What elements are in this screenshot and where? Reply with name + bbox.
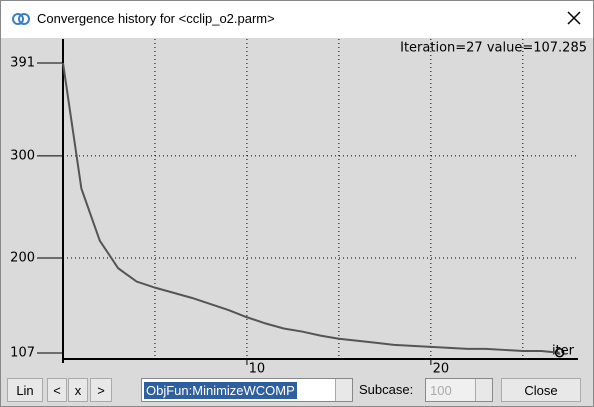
x-button[interactable]: x xyxy=(68,378,88,402)
window-title: Convergence history for <cclip_o2.parm> xyxy=(37,11,275,26)
y-tick-label: 391 xyxy=(10,56,35,71)
dropdown-arrow xyxy=(475,379,492,401)
window-body xyxy=(1,38,593,406)
objfun-value: ObjFun:MinimizeWCOMP xyxy=(144,381,297,399)
title-bar: Convergence history for <cclip_o2.parm> xyxy=(1,1,593,37)
prev-button[interactable]: < xyxy=(47,378,67,402)
subcase-label: Subcase: xyxy=(359,382,414,397)
dropdown-arrow xyxy=(335,379,352,401)
close-icon[interactable] xyxy=(565,9,583,27)
y-tick-label: 300 xyxy=(10,148,35,163)
annotation: Iteration=27 value=107.285 xyxy=(400,41,587,56)
x-tick-label: 10 xyxy=(249,362,266,377)
y-tick-label: 200 xyxy=(10,251,35,266)
close-button[interactable]: Close xyxy=(501,378,581,402)
data-line xyxy=(62,62,560,354)
chart: Iteration=27 value=107.285 iter 10720030… xyxy=(10,39,587,377)
subcase-value: 100 xyxy=(430,382,452,398)
x-tick-label: 20 xyxy=(433,362,450,377)
y-tick-label: 107 xyxy=(10,346,35,361)
app-icon xyxy=(12,13,30,25)
objfun-select[interactable]: ObjFun:MinimizeWCOMP xyxy=(141,378,353,402)
subcase-select[interactable]: 100 xyxy=(425,378,493,402)
next-button[interactable]: > xyxy=(90,378,112,402)
last-point xyxy=(554,347,565,358)
lin-button[interactable]: Lin xyxy=(7,378,43,402)
